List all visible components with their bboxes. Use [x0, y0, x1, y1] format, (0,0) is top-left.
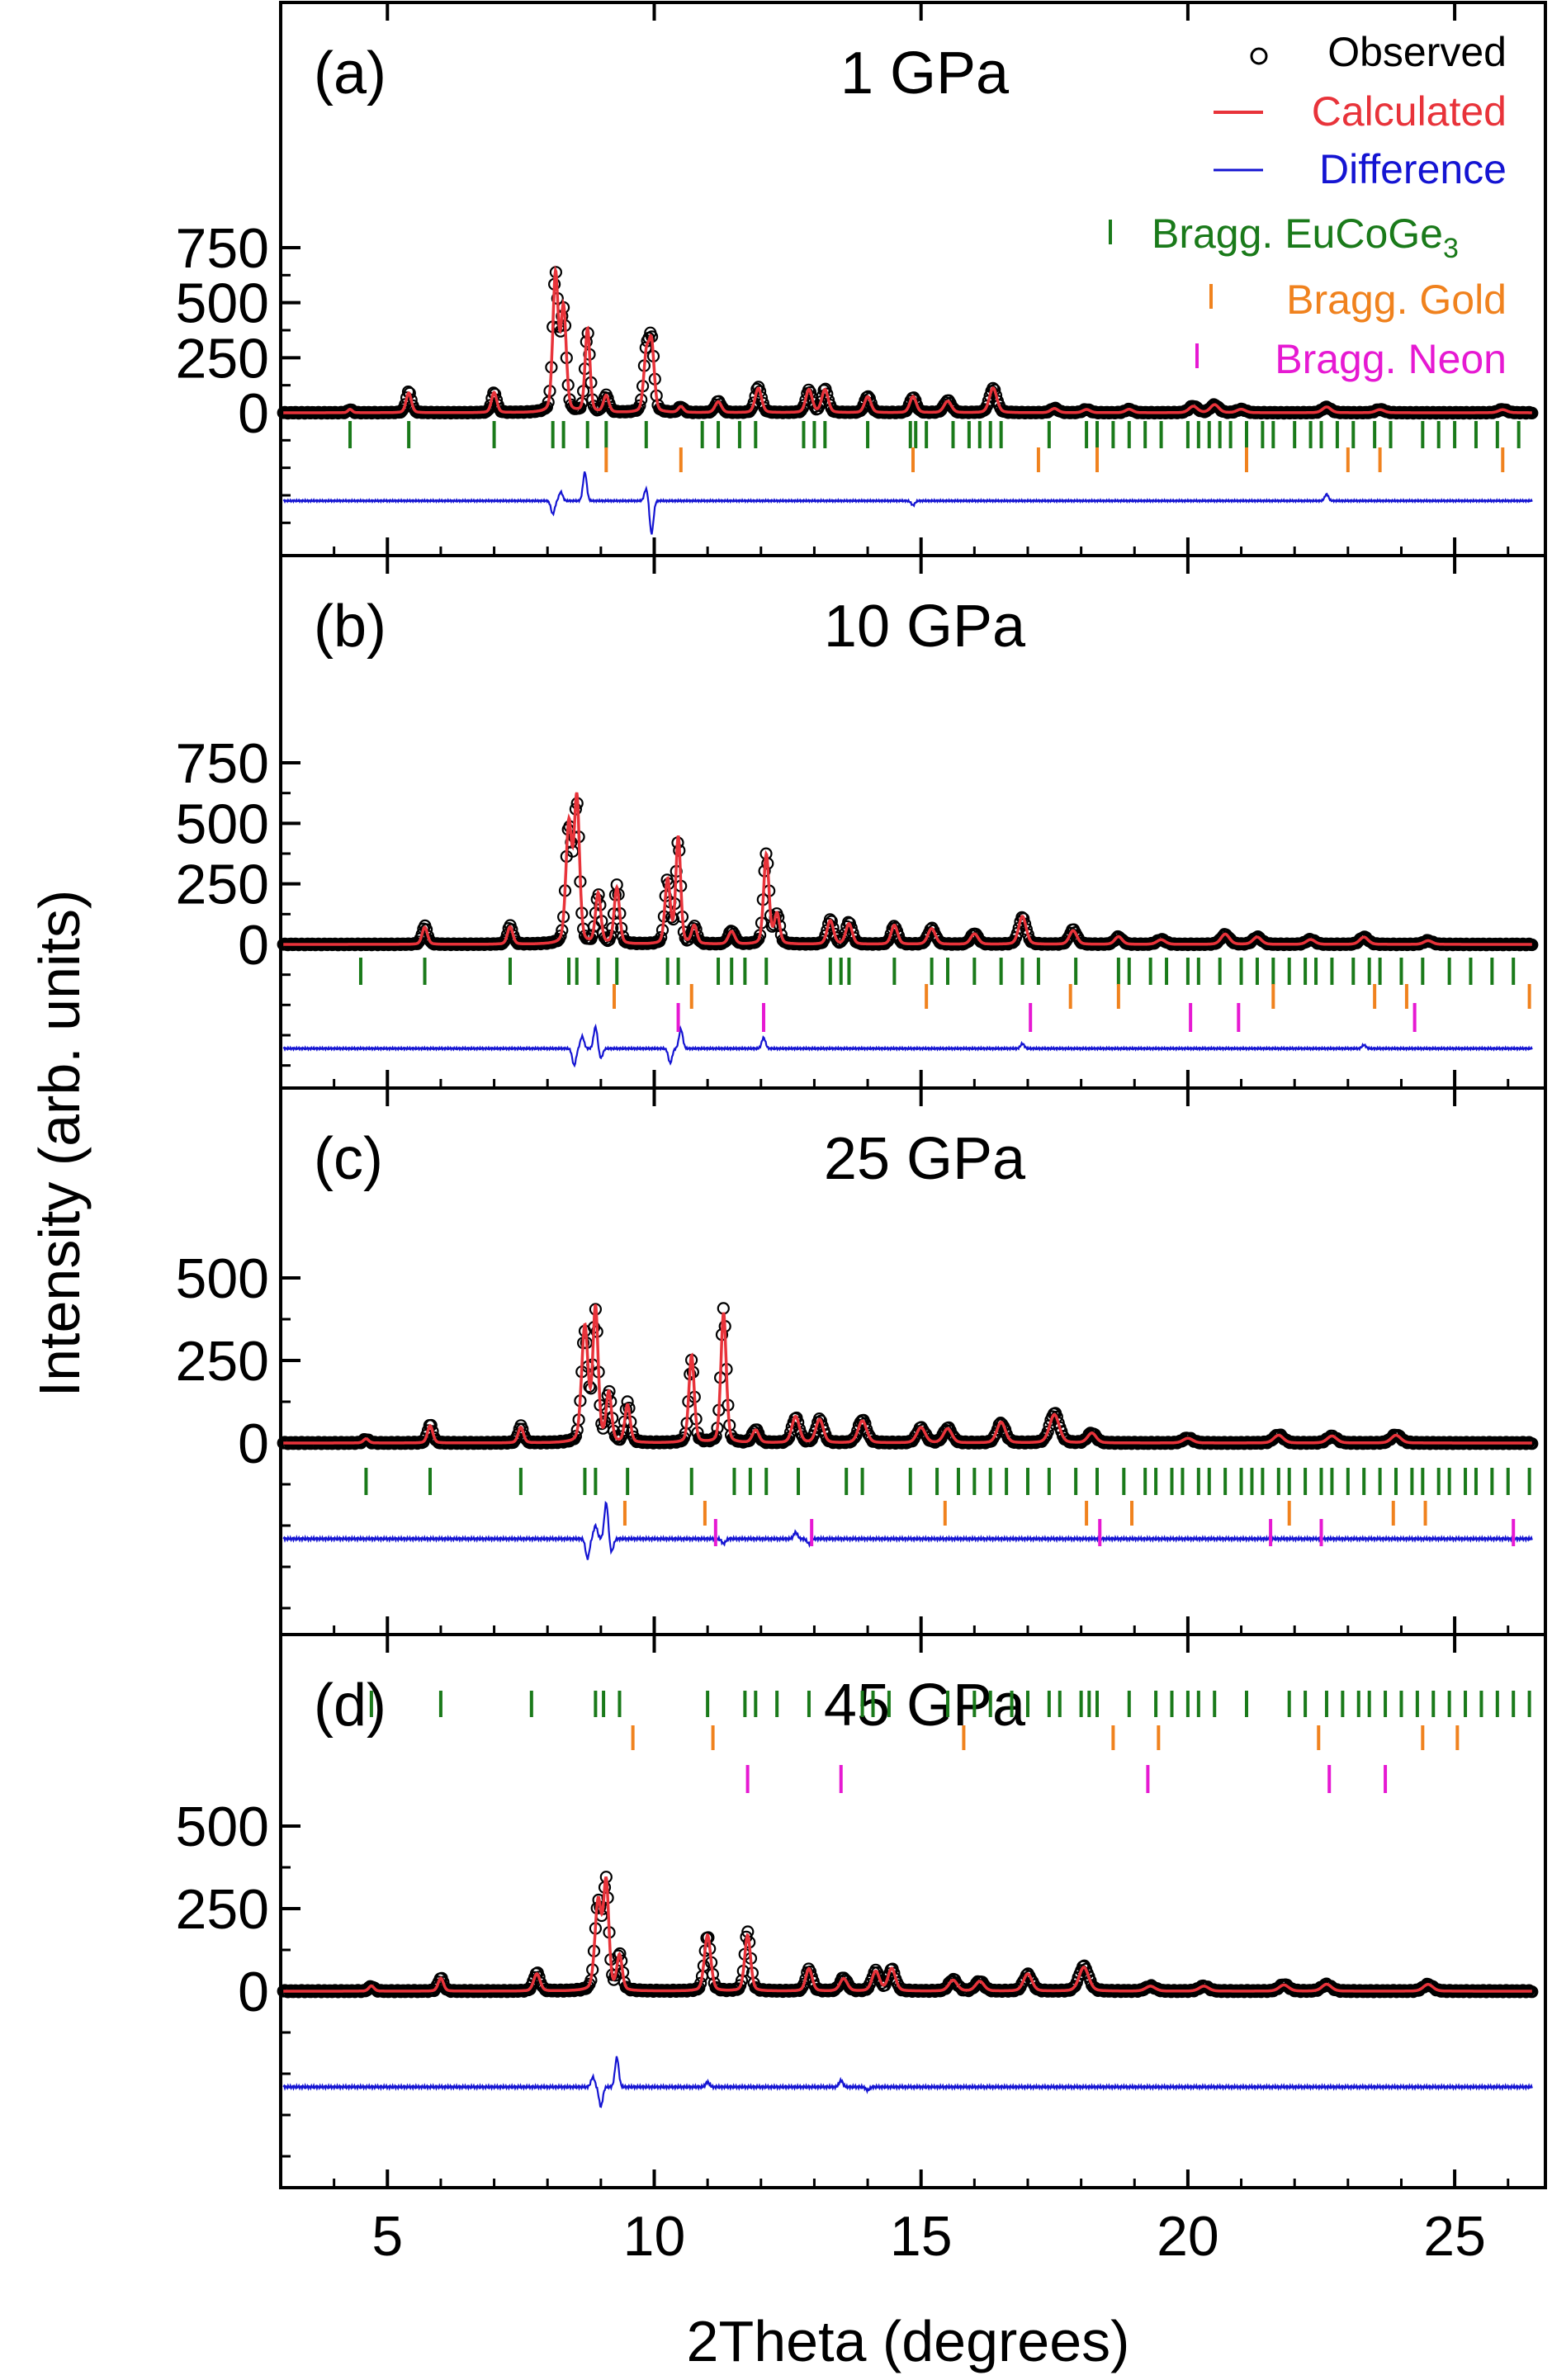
panel-frame	[279, 1633, 1547, 2189]
pressure-title: 45 GPa	[824, 1673, 1026, 1739]
observed-point	[1015, 911, 1029, 924]
x-tick-label: 20	[1157, 2205, 1219, 2268]
bragg-neon-ticks	[676, 1003, 1417, 1032]
observed-point	[987, 381, 1000, 395]
panel-label: (a)	[314, 40, 386, 106]
y-axis-label: Intensity (arb. units)	[27, 890, 92, 1398]
x-tick-label: 10	[623, 2205, 686, 2268]
bragg-eucoge3-ticks	[358, 958, 1516, 985]
bragg-gold-ticks	[622, 1501, 1427, 1526]
observed-point	[817, 384, 830, 397]
panel-label: (c)	[314, 1126, 383, 1192]
legend-bragg-eucoge3-subscript: 3	[1443, 233, 1459, 264]
observed-point	[538, 402, 552, 415]
panel-label: (d)	[314, 1673, 386, 1739]
y-tick-label: 250	[176, 1330, 269, 1393]
observed-point	[988, 383, 1001, 396]
observed-point	[881, 934, 895, 948]
pressure-title: 10 GPa	[824, 594, 1026, 660]
pressure-title: 1 GPa	[840, 40, 1010, 106]
y-tick-label: 500	[176, 793, 269, 855]
observed-point	[812, 1412, 826, 1426]
calculated-series	[283, 792, 1532, 946]
legend-bragg-eucoge3-label: Bragg. EuCoGe3	[1152, 211, 1459, 264]
panel-label: (b)	[314, 594, 386, 660]
observed-point	[861, 390, 875, 403]
panel-c: 0 250 500 (c) 25 GPa	[176, 1086, 1547, 1636]
pressure-title: 25 GPa	[824, 1126, 1026, 1192]
y-tick-label: 500	[176, 1796, 269, 1858]
bragg-gold-ticks	[613, 984, 1531, 1009]
difference-series	[282, 1500, 1533, 1560]
y-tick-label: 750	[176, 217, 269, 280]
panel-d: 0 250 500 (d) 45 GPa	[176, 1633, 1547, 2189]
difference-series	[282, 471, 1533, 535]
observed-point	[488, 387, 502, 401]
bragg-neon-ticks	[713, 1519, 1516, 1546]
observed-point	[823, 913, 837, 926]
observed-point	[781, 1433, 794, 1446]
y-tick-label: 500	[176, 1247, 269, 1310]
x-tick-label: 15	[890, 2205, 953, 2268]
y-tick-label: 0	[238, 1961, 269, 2023]
y-tick-label: 0	[238, 914, 269, 977]
legend-observed-label: Observed	[1327, 29, 1507, 75]
x-tick-label: 25	[1423, 2205, 1486, 2268]
bragg-eucoge3-ticks	[348, 421, 1521, 448]
observed-point	[1041, 1425, 1054, 1439]
legend-calculated-label: Calculated	[1312, 88, 1507, 135]
legend-difference-label: Difference	[1319, 146, 1507, 192]
calculated-series	[283, 264, 1532, 414]
legend-bragg-neon-label: Bragg. Neon	[1275, 336, 1507, 382]
y-tick-label: 750	[176, 732, 269, 795]
x-tick-label: 5	[371, 2205, 403, 2268]
bragg-eucoge3-ticks	[364, 1468, 1531, 1495]
y-tick-label: 250	[176, 854, 269, 916]
calculated-series	[283, 1304, 1532, 1445]
difference-series	[282, 1023, 1533, 1068]
bragg-gold-ticks	[604, 447, 1505, 472]
y-tick-label: 0	[238, 382, 269, 445]
observed-point	[487, 386, 500, 400]
observed-point	[848, 1431, 861, 1445]
x-axis-label: 2Theta (degrees)	[687, 2309, 1130, 2373]
y-tick-label: 250	[176, 327, 269, 390]
y-tick-label: 250	[176, 1878, 269, 1941]
legend-bragg-gold-label: Bragg. Gold	[1286, 277, 1507, 323]
y-tick-label: 500	[176, 272, 269, 335]
y-tick-label: 0	[238, 1412, 269, 1475]
